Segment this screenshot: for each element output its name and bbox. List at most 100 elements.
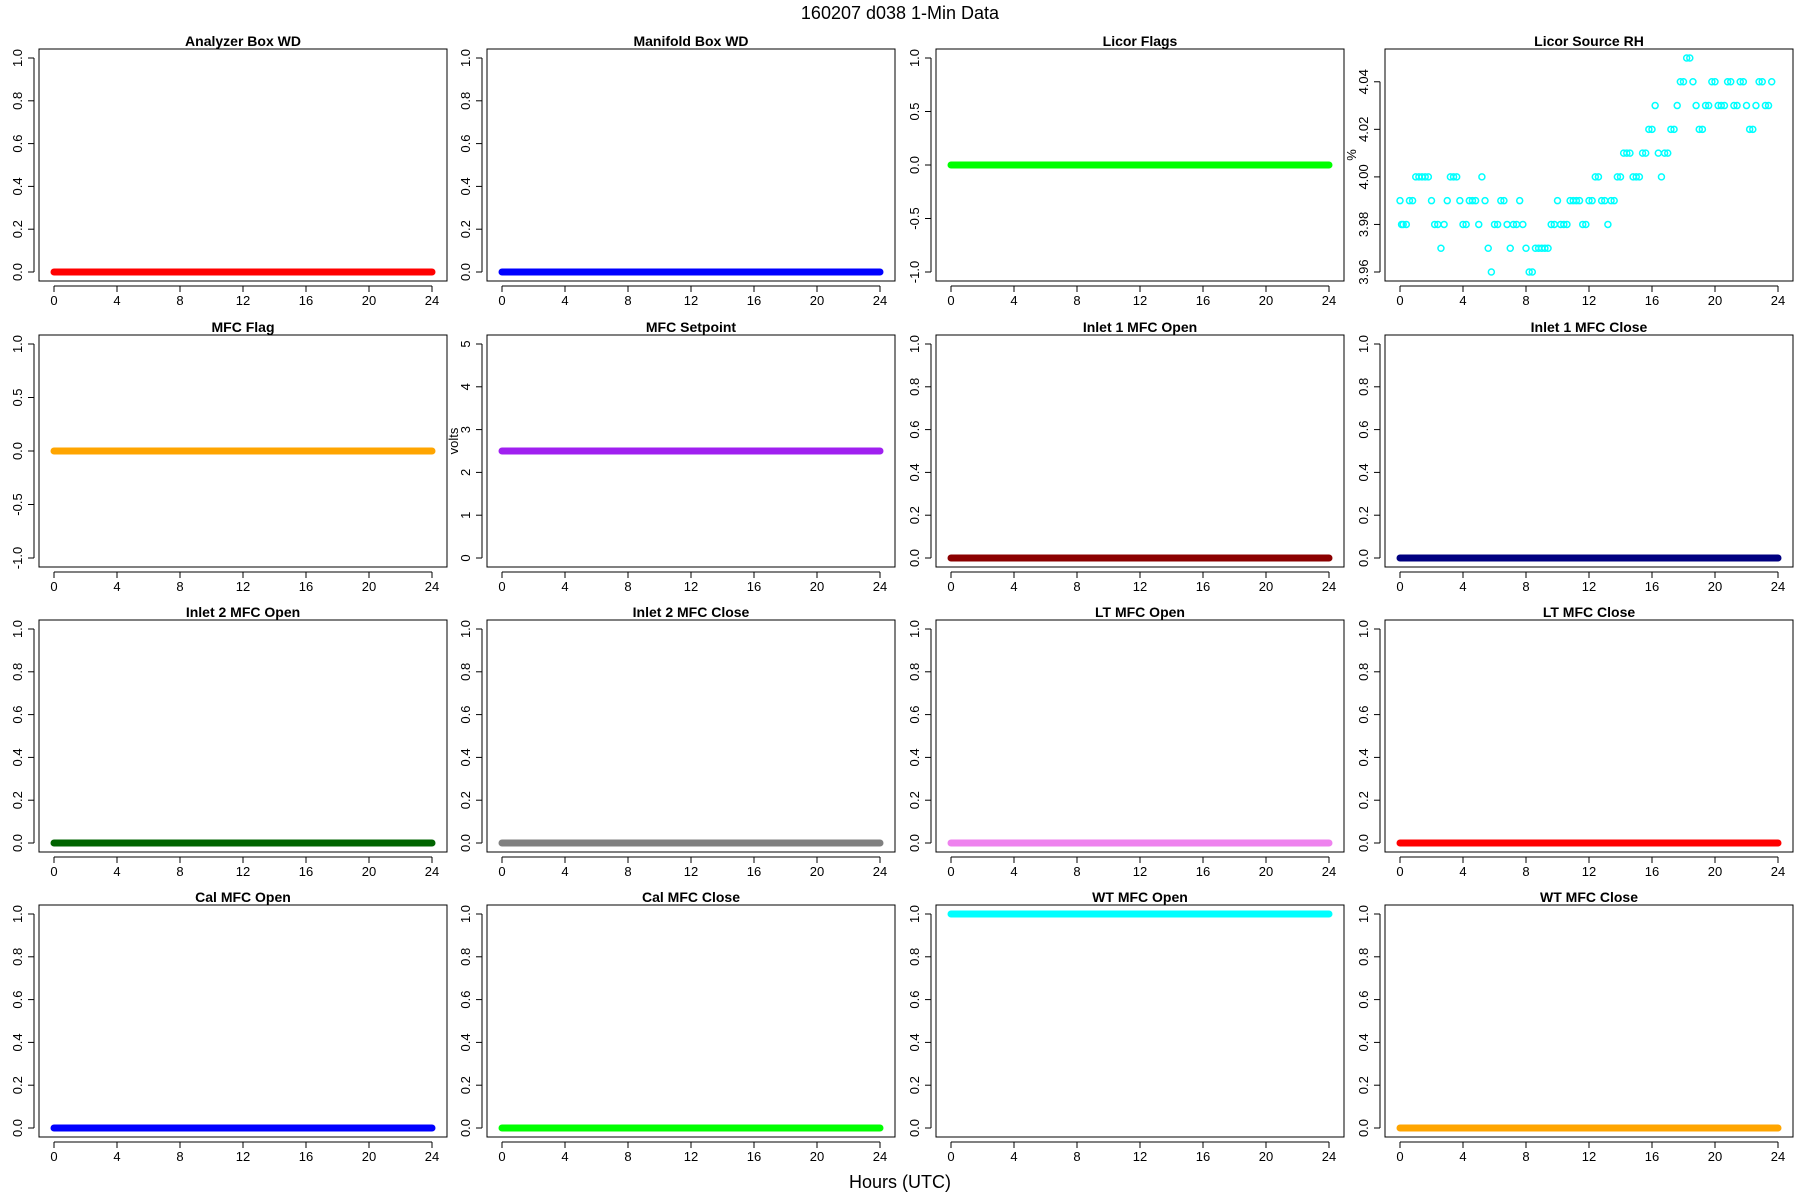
panel-15: WT MFC Close 0 4 8 12 16 20 24 0.0 0.2 0.4 0.6 0.8 1.… <box>1356 889 1794 1164</box>
data-point <box>1475 220 1483 229</box>
x-tick-label: 20 <box>1259 864 1273 879</box>
panel-title: Manifold Box WD <box>633 33 748 49</box>
x-tick-label: 8 <box>176 293 183 308</box>
x-tick-label: 24 <box>425 579 439 594</box>
x-tick-label: 0 <box>498 293 505 308</box>
x-tick-label: 16 <box>299 1149 313 1164</box>
plot-frame <box>486 48 896 282</box>
y-tick-label: 0.2 <box>458 791 473 809</box>
x-tick-label: 4 <box>561 579 568 594</box>
panel-title: MFC Flag <box>212 319 275 335</box>
plot-frame <box>38 334 448 568</box>
x-tick-label: 20 <box>810 1149 824 1164</box>
x-tick-label: 8 <box>176 579 183 594</box>
x-tick-label: 12 <box>1133 579 1147 594</box>
plot-frame <box>486 619 896 853</box>
x-tick-label: 4 <box>561 864 568 879</box>
x-tick-label: 0 <box>498 579 505 594</box>
data-point <box>1679 78 1688 86</box>
data-point <box>1651 101 1659 110</box>
y-tick-label: 1.0 <box>458 905 473 923</box>
y-tick-label: 1.0 <box>907 620 922 638</box>
x-tick-label: 0 <box>50 293 57 308</box>
data-point <box>1487 268 1496 276</box>
x-tick-label: 12 <box>1582 1149 1596 1164</box>
data-point <box>1468 196 1477 205</box>
x-tick-label: 16 <box>299 864 313 879</box>
data-point <box>1547 220 1555 229</box>
y-tick-label: 0.0 <box>458 834 473 852</box>
x-tick-label: 12 <box>1133 293 1147 308</box>
data-point <box>1515 196 1524 205</box>
data-point <box>1717 101 1726 110</box>
y-tick-label: 0.4 <box>10 177 25 195</box>
data-point <box>1676 78 1685 86</box>
data-point <box>1632 173 1640 181</box>
y-tick-label: 0.0 <box>1356 834 1371 852</box>
x-tick-label: 12 <box>1133 1149 1147 1164</box>
x-tick-label: 8 <box>1522 579 1529 594</box>
data-point <box>1484 244 1492 252</box>
y-tick-label: 1 <box>458 512 473 519</box>
x-tick-label: 20 <box>1708 864 1722 879</box>
data-point <box>1563 220 1571 229</box>
y-tick-label: 0.0 <box>907 549 922 567</box>
x-tick-label: 8 <box>1073 1149 1080 1164</box>
panel-title: Inlet 1 MFC Close <box>1531 319 1648 335</box>
x-tick-label: 16 <box>747 293 761 308</box>
x-tick-label: 0 <box>1396 1149 1403 1164</box>
x-tick-label: 16 <box>299 579 313 594</box>
data-point <box>1604 220 1612 229</box>
data-point <box>1509 220 1518 229</box>
x-tick-label: 12 <box>684 579 698 594</box>
y-tick-label: 0 <box>458 554 473 561</box>
x-tick-label: 12 <box>684 1149 698 1164</box>
x-tick-label: 8 <box>624 293 631 308</box>
y-tick-label: 0.2 <box>1356 1076 1371 1094</box>
x-tick-label: 8 <box>1522 864 1529 879</box>
data-point <box>1767 78 1776 86</box>
y-tick-label: 1.0 <box>10 620 25 638</box>
y-tick-label: 0.2 <box>907 1076 922 1094</box>
data-point <box>1553 196 1562 205</box>
x-tick-label: 0 <box>50 1149 57 1164</box>
data-point <box>1588 196 1596 205</box>
data-point <box>1670 125 1678 134</box>
y-tick-label: 3 <box>458 426 473 433</box>
y-tick-label: 1.0 <box>10 905 25 923</box>
panel-title: Inlet 2 MFC Close <box>633 604 750 620</box>
y-tick-label: 0.4 <box>907 748 922 766</box>
data-point <box>1399 220 1407 229</box>
x-tick-label: 16 <box>1645 579 1659 594</box>
x-tick-label: 0 <box>947 864 954 879</box>
data-point <box>1616 173 1625 181</box>
data-point <box>1667 125 1675 134</box>
x-tick-label: 4 <box>1459 293 1466 308</box>
y-tick-label: 0.2 <box>10 1076 25 1094</box>
y-tick-label: 0.8 <box>458 663 473 681</box>
data-point <box>1481 196 1489 205</box>
y-tick-label: 0.6 <box>907 706 922 724</box>
panel-6: Inlet 1 MFC Open 0 4 8 12 16 20 24 0.0 0.2 0.4 0.6 0… <box>907 319 1345 594</box>
y-tick-label: 3.96 <box>1356 259 1371 284</box>
x-tick-label: 8 <box>624 864 631 879</box>
data-point <box>1500 196 1508 205</box>
panel-11: LT MFC Close 0 4 8 12 16 20 24 0.0 0.2 0.4 0.6 0.8 1.… <box>1356 604 1794 879</box>
x-tick-label: 12 <box>684 864 698 879</box>
x-tick-label: 24 <box>425 293 439 308</box>
data-point <box>1408 196 1417 205</box>
x-tick-label: 16 <box>747 1149 761 1164</box>
x-tick-label: 16 <box>1645 1149 1659 1164</box>
data-point <box>1689 78 1697 86</box>
data-point <box>1607 196 1615 205</box>
y-tick-label: 0.6 <box>458 135 473 153</box>
plot-frame <box>935 334 1345 568</box>
x-tick-label: 8 <box>624 579 631 594</box>
x-tick-label: 4 <box>1010 579 1017 594</box>
x-tick-label: 12 <box>236 864 250 879</box>
y-tick-label: 1.0 <box>907 335 922 353</box>
data-point <box>1742 101 1751 110</box>
y-tick-label: 0.2 <box>1356 506 1371 524</box>
y-tick-label: 0.8 <box>907 378 922 396</box>
